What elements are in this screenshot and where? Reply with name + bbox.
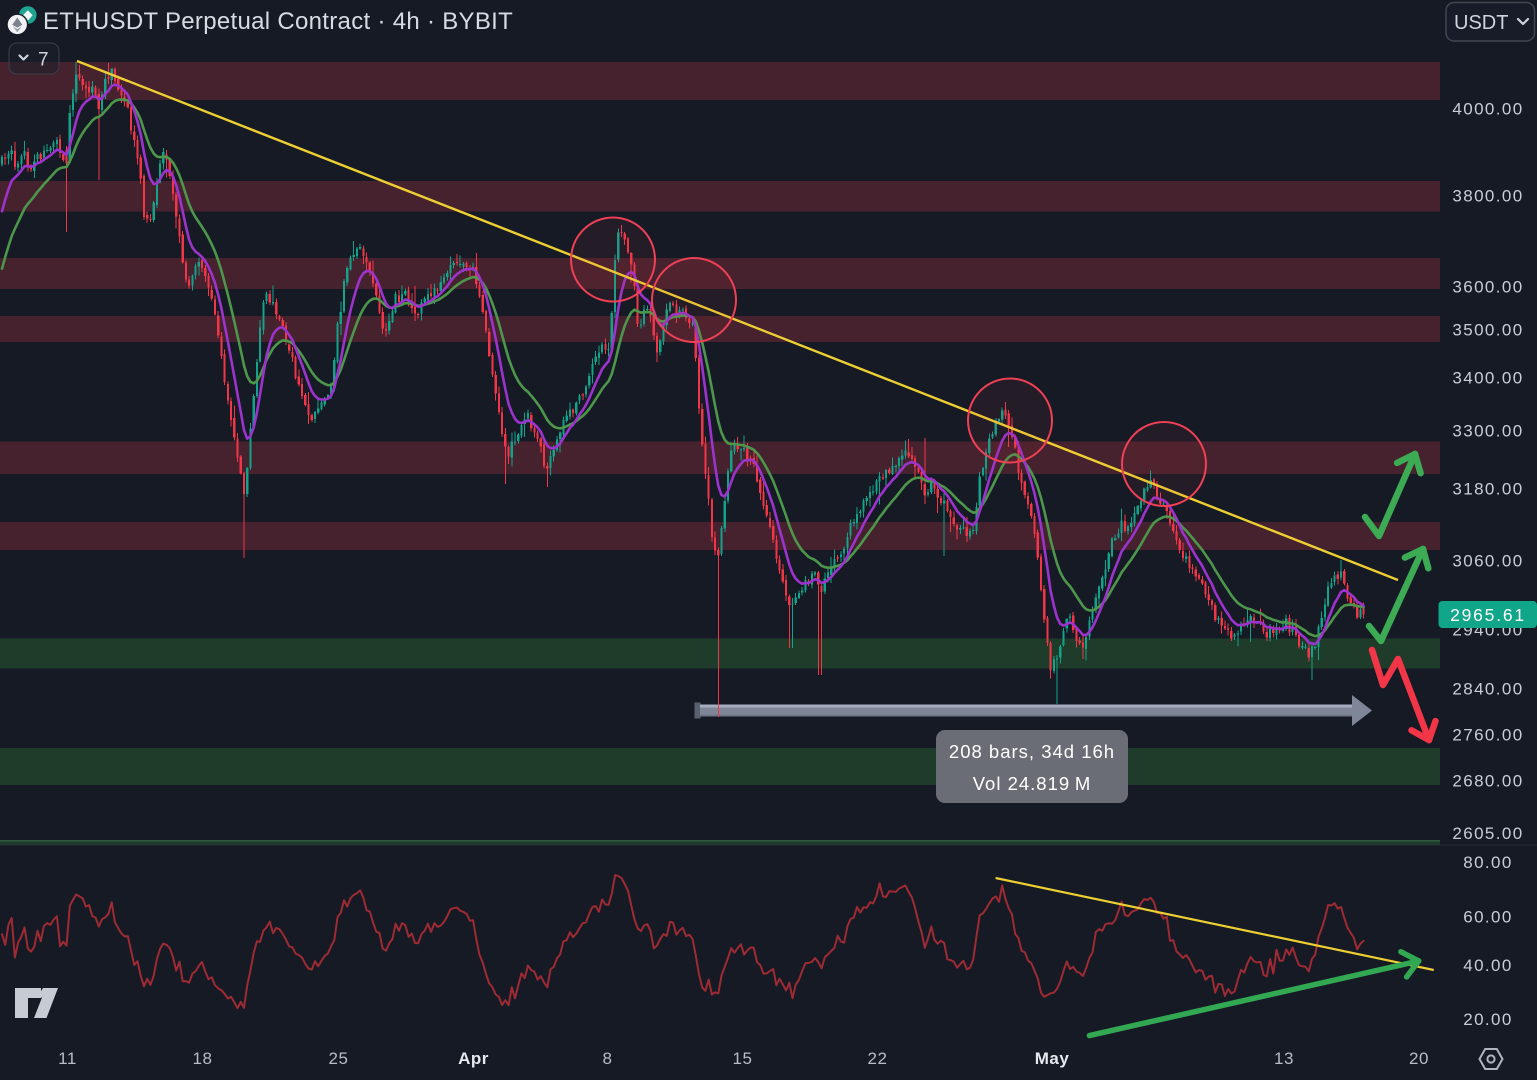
svg-text:3400.00: 3400.00	[1452, 369, 1523, 388]
svg-text:60.00: 60.00	[1463, 908, 1513, 927]
svg-text:40.00: 40.00	[1463, 956, 1513, 975]
svg-text:3060.00: 3060.00	[1452, 552, 1523, 571]
svg-text:8: 8	[603, 1049, 613, 1068]
svg-text:ETHUSDT Perpetual Contract · 4: ETHUSDT Perpetual Contract · 4h · BYBIT	[43, 8, 513, 35]
svg-text:2965.61: 2965.61	[1450, 605, 1526, 625]
svg-text:Vol 24.819 M: Vol 24.819 M	[973, 773, 1092, 794]
svg-text:4000.00: 4000.00	[1452, 100, 1523, 119]
svg-text:2605.00: 2605.00	[1452, 824, 1523, 843]
svg-text:7: 7	[38, 50, 49, 71]
svg-text:USDT: USDT	[1454, 12, 1508, 34]
svg-text:20: 20	[1409, 1049, 1429, 1068]
svg-text:3300.00: 3300.00	[1452, 422, 1523, 441]
svg-text:11: 11	[58, 1049, 77, 1068]
svg-text:3800.00: 3800.00	[1452, 187, 1523, 206]
svg-text:May: May	[1035, 1049, 1070, 1068]
svg-text:22: 22	[868, 1049, 888, 1068]
svg-text:Apr: Apr	[458, 1049, 489, 1068]
svg-text:2760.00: 2760.00	[1452, 726, 1523, 745]
svg-text:3500.00: 3500.00	[1452, 321, 1523, 340]
svg-text:80.00: 80.00	[1463, 853, 1513, 872]
svg-text:18: 18	[193, 1049, 213, 1068]
svg-text:2840.00: 2840.00	[1452, 680, 1523, 699]
svg-text:2680.00: 2680.00	[1452, 772, 1523, 791]
svg-text:25: 25	[329, 1049, 349, 1068]
svg-text:20.00: 20.00	[1463, 1010, 1513, 1029]
svg-text:3180.00: 3180.00	[1452, 480, 1523, 499]
svg-text:208 bars, 34d 16h: 208 bars, 34d 16h	[949, 741, 1115, 762]
svg-text:13: 13	[1274, 1049, 1294, 1068]
svg-text:15: 15	[733, 1049, 753, 1068]
svg-text:3600.00: 3600.00	[1452, 278, 1523, 297]
